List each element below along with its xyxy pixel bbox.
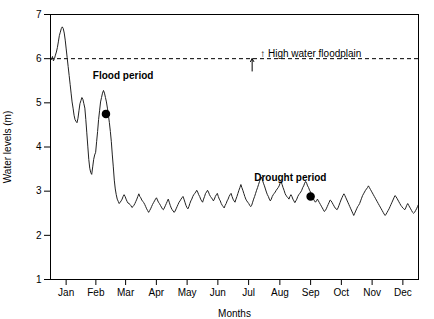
svg-text:Jul: Jul xyxy=(242,287,255,298)
svg-text:6: 6 xyxy=(36,53,42,64)
svg-text:Oct: Oct xyxy=(334,287,350,298)
svg-text:2: 2 xyxy=(36,230,42,241)
svg-text:Drought period: Drought period xyxy=(254,172,326,183)
svg-text:Months: Months xyxy=(218,308,251,319)
svg-text:7: 7 xyxy=(36,9,42,20)
svg-text:5: 5 xyxy=(36,97,42,108)
svg-text:Feb: Feb xyxy=(87,287,105,298)
svg-text:Water levels (m): Water levels (m) xyxy=(2,111,13,183)
svg-text:Dec: Dec xyxy=(394,287,412,298)
svg-text:1: 1 xyxy=(36,274,42,285)
svg-text:May: May xyxy=(178,287,197,298)
svg-text:Sep: Sep xyxy=(302,287,320,298)
svg-text:Aug: Aug xyxy=(271,287,289,298)
svg-text:Jan: Jan xyxy=(58,287,74,298)
svg-text:Apr: Apr xyxy=(149,287,165,298)
svg-text:3: 3 xyxy=(36,185,42,196)
svg-text:4: 4 xyxy=(36,141,42,152)
svg-text:Flood period: Flood period xyxy=(93,70,154,81)
svg-text:Mar: Mar xyxy=(117,287,135,298)
svg-text:↑ High water floodplain: ↑ High water floodplain xyxy=(260,48,361,59)
svg-text:Nov: Nov xyxy=(363,287,381,298)
svg-text:Jun: Jun xyxy=(210,287,226,298)
